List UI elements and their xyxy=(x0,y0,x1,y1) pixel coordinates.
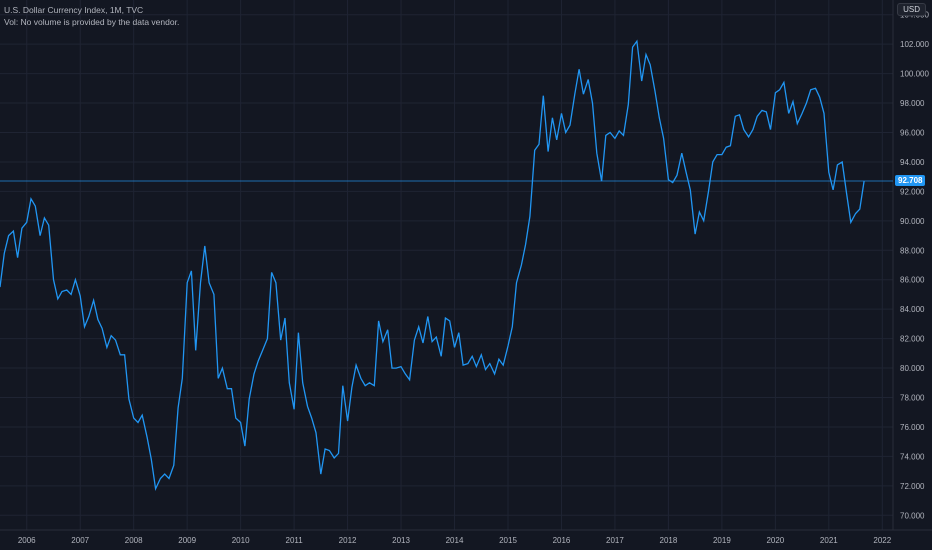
chart-legend: U.S. Dollar Currency Index, 1M, TVC Vol:… xyxy=(4,4,179,28)
x-tick-label: 2014 xyxy=(446,536,464,545)
y-tick-label: 86.000 xyxy=(900,276,925,285)
y-tick-label: 74.000 xyxy=(900,452,925,461)
x-tick-label: 2020 xyxy=(766,536,784,545)
y-tick-label: 102.000 xyxy=(900,40,929,49)
y-tick-label: 96.000 xyxy=(900,129,925,138)
y-tick-label: 80.000 xyxy=(900,364,925,373)
x-tick-label: 2018 xyxy=(660,536,678,545)
price-series-line xyxy=(0,39,865,492)
y-tick-label: 92.000 xyxy=(900,187,925,196)
y-tick-label: 78.000 xyxy=(900,394,925,403)
x-tick-label: 2013 xyxy=(392,536,410,545)
x-tick-label: 2017 xyxy=(606,536,624,545)
y-tick-label: 82.000 xyxy=(900,335,925,344)
x-tick-label: 2006 xyxy=(18,536,36,545)
volume-note: Vol: No volume is provided by the data v… xyxy=(4,17,180,27)
x-tick-label: 2015 xyxy=(499,536,517,545)
y-tick-label: 70.000 xyxy=(900,511,925,520)
price-axis[interactable]: 70.000 72.000 74.000 76.000 78.000 80.000 82.0… xyxy=(900,11,929,521)
y-tick-label: 90.000 xyxy=(900,217,925,226)
chart-grid xyxy=(0,0,932,531)
y-tick-label: 94.000 xyxy=(900,158,925,167)
y-tick-label: 84.000 xyxy=(900,305,925,314)
y-tick-label: 98.000 xyxy=(900,99,925,108)
x-tick-label: 2009 xyxy=(178,536,196,545)
y-tick-label: 72.000 xyxy=(900,482,925,491)
y-tick-label: 76.000 xyxy=(900,423,925,432)
time-axis[interactable]: 2006 2007 2008 2009 2010 2011 2012 2013 2014 2015… xyxy=(18,536,892,545)
x-tick-label: 2010 xyxy=(232,536,250,545)
x-tick-label: 2016 xyxy=(553,536,571,545)
last-price-label: 92.708 xyxy=(895,174,926,186)
x-tick-label: 2007 xyxy=(71,536,89,545)
x-tick-label: 2022 xyxy=(873,536,891,545)
x-tick-label: 2021 xyxy=(820,536,838,545)
chart-title: U.S. Dollar Currency Index, 1M, TVC xyxy=(4,5,144,15)
x-tick-label: 2008 xyxy=(125,536,143,545)
currency-button[interactable]: USD xyxy=(897,3,926,16)
x-tick-label: 2011 xyxy=(286,536,304,545)
y-tick-label: 88.000 xyxy=(900,246,925,255)
x-tick-label: 2019 xyxy=(713,536,731,545)
x-tick-label: 2012 xyxy=(339,536,357,545)
y-tick-label: 100.000 xyxy=(900,70,929,79)
